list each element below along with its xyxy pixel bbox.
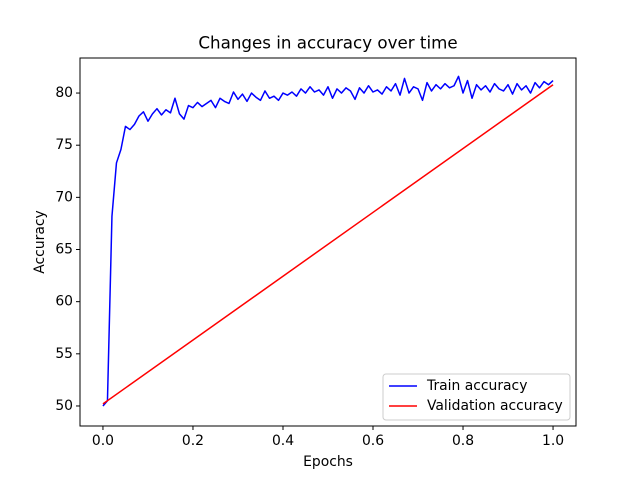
axes-frame	[79, 57, 577, 427]
y-tick-label: 55	[55, 346, 73, 362]
y-tick-label: 65	[55, 242, 73, 258]
y-tick-label: 50	[55, 398, 73, 414]
x-axis-label: Epochs	[303, 454, 353, 470]
y-tick-label: 80	[55, 85, 73, 101]
y-tick-label: 75	[55, 137, 73, 153]
legend-label: Validation accuracy	[427, 398, 563, 414]
legend-box	[382, 373, 571, 421]
legend-label: Train accuracy	[426, 378, 527, 394]
x-tick-label: 0.6	[362, 433, 384, 449]
y-tick-label: 70	[55, 189, 73, 205]
x-tick-label: 1.0	[542, 433, 564, 449]
x-tick-label: 0.8	[452, 433, 474, 449]
chart-title: Changes in accuracy over time	[198, 33, 457, 53]
x-tick-label: 0.2	[182, 433, 204, 449]
x-tick-label: 0.4	[272, 433, 294, 449]
x-tick-label: 0.0	[92, 433, 114, 449]
y-tick-label: 60	[55, 294, 73, 310]
data-line	[102, 75, 554, 407]
y-axis-label: Accuracy	[32, 210, 48, 273]
data-line	[102, 84, 554, 405]
